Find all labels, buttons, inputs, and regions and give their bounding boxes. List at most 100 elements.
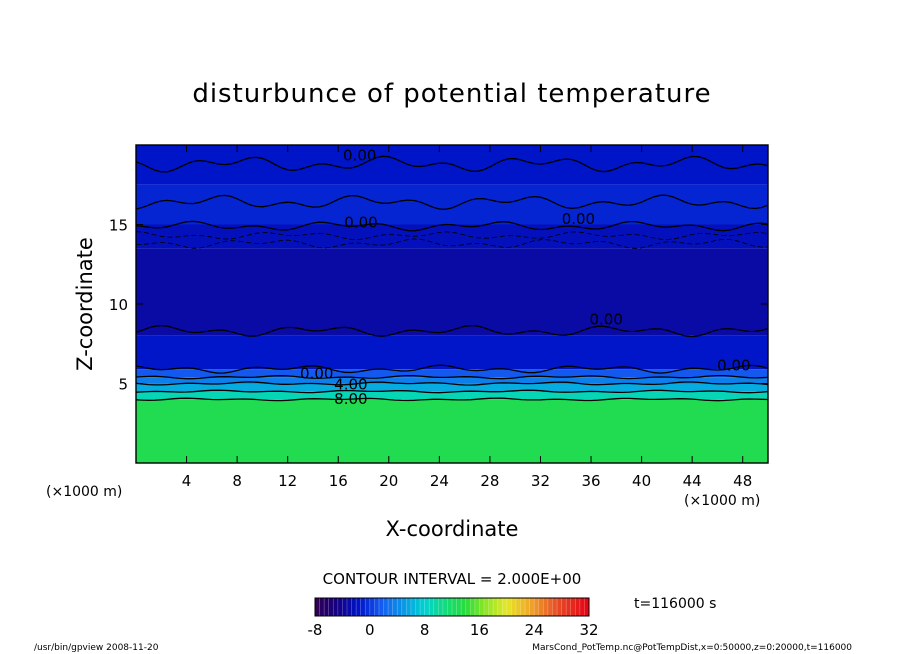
colorbar-cell bbox=[319, 598, 325, 616]
contour-label: 0.00 bbox=[300, 364, 333, 382]
contour-label: 8.00 bbox=[334, 390, 367, 408]
colorbar-cell bbox=[493, 598, 498, 616]
field-band bbox=[136, 369, 768, 378]
x-tick-label: 40 bbox=[632, 472, 651, 490]
contour-label: 0.00 bbox=[562, 210, 595, 228]
colorbar-cell bbox=[483, 598, 489, 616]
colorbar-cell bbox=[356, 598, 361, 616]
contour-label: 0.00 bbox=[344, 213, 377, 231]
colorbar-cell bbox=[474, 598, 480, 616]
colorbar-cell bbox=[529, 598, 535, 616]
colorbar-cell bbox=[511, 598, 517, 616]
x-tick-label: 20 bbox=[379, 472, 398, 490]
contour-line bbox=[136, 381, 768, 386]
colorbar-frame bbox=[314, 597, 590, 617]
colorbar-cell bbox=[515, 598, 521, 616]
contour-label: 4.00 bbox=[334, 376, 367, 394]
colorbar-tick-label: 8 bbox=[420, 621, 430, 639]
colorbar-cell bbox=[447, 598, 453, 616]
colorbar-cell bbox=[525, 598, 530, 616]
field-band bbox=[136, 399, 768, 463]
colorbar-cell bbox=[333, 598, 339, 616]
colorbar-cell bbox=[337, 598, 343, 616]
contour-line bbox=[136, 374, 768, 380]
colorbar-cell bbox=[470, 598, 476, 616]
colorbar-cell bbox=[365, 598, 370, 616]
colorbar-cell bbox=[534, 598, 539, 616]
field-band bbox=[136, 248, 768, 336]
colorbar-cell bbox=[374, 598, 380, 616]
heatmap-field bbox=[136, 145, 768, 463]
colorbar-cell bbox=[401, 598, 407, 616]
colorbar-cell bbox=[420, 598, 425, 616]
colorbar-ticks: -8 0 8 16 24 32 bbox=[308, 621, 599, 639]
x-tick-label: 24 bbox=[430, 472, 449, 490]
colorbar-cell bbox=[324, 598, 329, 616]
y-axis-label: Z-coordinate bbox=[73, 237, 97, 371]
colorbar-cell bbox=[570, 598, 576, 616]
colorbar-cell bbox=[547, 598, 553, 616]
x-unit-left: (×1000 m) bbox=[46, 484, 122, 500]
contour-line bbox=[136, 397, 768, 402]
field-band bbox=[136, 391, 768, 400]
contour-line bbox=[136, 364, 768, 374]
colorbar-cell bbox=[383, 598, 389, 616]
colorbar-cell bbox=[566, 598, 571, 616]
colorbar-cell bbox=[479, 598, 485, 616]
x-tick-label: 48 bbox=[733, 472, 752, 490]
contour-label: 0.00 bbox=[590, 310, 623, 328]
x-tick-label: 12 bbox=[278, 472, 297, 490]
colorbar-cell bbox=[438, 598, 444, 616]
colorbar-cell bbox=[552, 598, 558, 616]
contour-line bbox=[136, 194, 768, 210]
colorbar bbox=[314, 598, 590, 616]
colorbar-cell bbox=[502, 598, 507, 616]
y-tick-label: 15 bbox=[109, 217, 128, 235]
colorbar-cell bbox=[543, 598, 549, 616]
colorbar-cell bbox=[506, 598, 512, 616]
contour-line-negative bbox=[136, 238, 768, 249]
colorbar-cell bbox=[351, 598, 357, 616]
colorbar-cell bbox=[561, 598, 567, 616]
contour-labels: 0.000.00 0.000.000.00 0.004.008.00 bbox=[300, 147, 751, 408]
chart-title: disturbunce of potential temperature bbox=[192, 79, 711, 109]
colorbar-tick-label: 0 bbox=[365, 621, 375, 639]
colorbar-cell bbox=[424, 598, 430, 616]
field-band bbox=[136, 383, 768, 392]
colorbar-tick-label: 16 bbox=[470, 621, 489, 639]
colorbar-cell bbox=[584, 598, 590, 616]
contour-line bbox=[136, 324, 768, 338]
colorbar-tick-label: 24 bbox=[525, 621, 544, 639]
contour-label: 0.00 bbox=[343, 147, 376, 165]
y-tick-label: 5 bbox=[118, 376, 128, 394]
colorbar-cell bbox=[392, 598, 398, 616]
colorbar-cell bbox=[369, 598, 375, 616]
x-axis-label: X-coordinate bbox=[386, 517, 519, 541]
colorbar-cell bbox=[452, 598, 457, 616]
footer-left: /usr/bin/gpview 2008-11-20 bbox=[34, 643, 159, 653]
colorbar-cell bbox=[557, 598, 562, 616]
x-tick-label: 36 bbox=[581, 472, 600, 490]
colorbar-tick-label: 32 bbox=[579, 621, 598, 639]
colorbar-cell bbox=[488, 598, 494, 616]
x-tick-label: 8 bbox=[232, 472, 242, 490]
field-band bbox=[136, 335, 768, 370]
colorbar-cell bbox=[538, 598, 544, 616]
colorbar-cell bbox=[497, 598, 503, 616]
contour-label: 0.00 bbox=[717, 356, 750, 374]
colorbar-cell bbox=[575, 598, 581, 616]
colorbar-cell bbox=[433, 598, 439, 616]
contour-line-negative bbox=[136, 231, 768, 240]
x-tick-label: 44 bbox=[683, 472, 702, 490]
y-axis: 5 10 15 bbox=[109, 217, 768, 394]
colorbar-cell bbox=[328, 598, 334, 616]
colorbar-cell bbox=[378, 598, 384, 616]
colorbar-cell bbox=[442, 598, 448, 616]
field-band bbox=[136, 377, 768, 384]
x-unit-right: (×1000 m) bbox=[684, 493, 760, 509]
colorbar-cell bbox=[461, 598, 466, 616]
footer-right: MarsCond_PotTemp.nc@PotTempDist,x=0:5000… bbox=[532, 643, 852, 653]
colorbar-cell bbox=[388, 598, 393, 616]
x-tick-label: 28 bbox=[480, 472, 499, 490]
